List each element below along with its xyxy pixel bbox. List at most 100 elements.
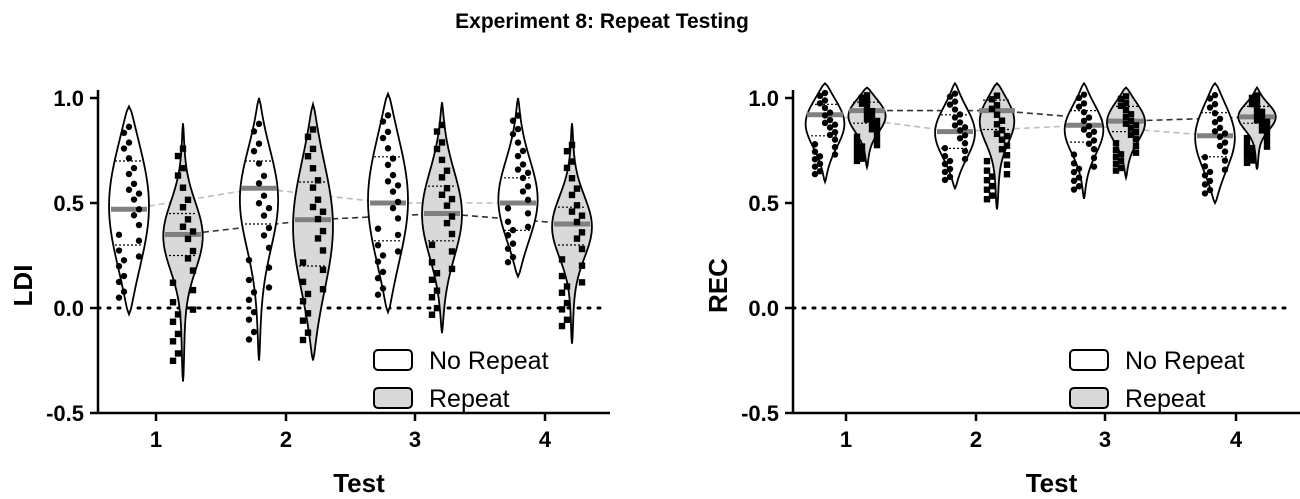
data-point [1003, 151, 1011, 159]
data-point [115, 294, 123, 301]
data-point [189, 306, 197, 313]
data-point [309, 126, 317, 133]
data-point [125, 155, 133, 162]
data-point [524, 210, 532, 217]
data-point [821, 89, 829, 97]
data-point [983, 186, 991, 193]
data-point [1206, 104, 1214, 111]
data-point [184, 235, 192, 243]
data-point [1080, 91, 1088, 98]
data-point [1243, 159, 1251, 167]
data-point [983, 176, 991, 184]
data-point [174, 330, 182, 338]
data-point [821, 104, 829, 112]
data-point [868, 126, 876, 133]
data-point [1085, 123, 1093, 130]
data-point [1127, 131, 1135, 138]
data-point [255, 180, 263, 187]
data-point [519, 147, 527, 155]
data-point [394, 231, 402, 239]
data-point [169, 279, 177, 286]
ldi-violin-plot: 1.0 0.5 0.0 -0.5 1 2 3 4 Test LDI No Repeat Repeat [8, 86, 610, 498]
data-point [1075, 165, 1083, 172]
data-point [1132, 122, 1140, 129]
data-point [169, 338, 177, 345]
data-point [255, 140, 263, 147]
data-point [428, 259, 436, 266]
data-point [988, 182, 996, 190]
data-point [394, 248, 402, 255]
data-point [314, 177, 322, 184]
data-point [184, 216, 192, 223]
data-point [988, 173, 996, 180]
data-point [448, 195, 456, 203]
data-point [853, 157, 861, 165]
data-point [169, 299, 177, 306]
data-point [245, 256, 253, 264]
data-point [1248, 144, 1256, 152]
data-point [174, 350, 182, 357]
data-point [509, 253, 517, 261]
data-point [428, 294, 436, 301]
data-point [519, 161, 527, 168]
data-point [1132, 149, 1140, 156]
data-point [558, 289, 566, 296]
data-point [304, 290, 312, 298]
figure-title: Experiment 8: Repeat Testing [455, 10, 749, 33]
data-point [179, 145, 187, 152]
data-point [983, 157, 991, 165]
data-point [941, 144, 949, 152]
data-point [853, 145, 861, 153]
x-tick-label: 4 [1230, 427, 1243, 452]
data-point [568, 208, 576, 215]
data-point [811, 170, 819, 178]
data-point [299, 278, 307, 286]
data-point [1070, 151, 1078, 158]
data-point [568, 141, 576, 149]
data-point [831, 121, 839, 128]
data-point [1075, 103, 1083, 110]
data-point [811, 163, 819, 170]
data-point [1127, 117, 1135, 125]
data-point [443, 219, 451, 227]
data-point [1122, 93, 1130, 100]
data-point [189, 286, 197, 294]
data-point [1132, 142, 1140, 150]
data-point [514, 166, 522, 173]
data-point [433, 145, 441, 153]
data-point [130, 212, 138, 219]
data-point [863, 92, 871, 99]
data-point [120, 288, 128, 295]
data-point [961, 140, 969, 147]
data-point [384, 145, 392, 152]
x-tick-label: 4 [539, 427, 552, 452]
data-point [946, 165, 954, 173]
data-point [831, 136, 839, 143]
y-tick-label: -0.5 [46, 401, 84, 426]
x-axis-title: Test [1026, 468, 1078, 498]
data-point [1258, 114, 1266, 122]
data-point [1211, 91, 1219, 99]
data-point [1112, 140, 1120, 147]
data-point [384, 112, 392, 119]
y-tick-label: 1.0 [748, 86, 779, 111]
data-point [374, 258, 382, 265]
data-point [1090, 163, 1098, 170]
data-point [831, 128, 839, 136]
data-point [179, 184, 187, 191]
data-point [811, 148, 819, 155]
data-point [563, 283, 571, 290]
data-point [563, 148, 571, 155]
data-point [1003, 171, 1011, 178]
data-point [956, 135, 964, 142]
data-point [1201, 163, 1209, 170]
data-point [314, 215, 322, 223]
data-point [1221, 139, 1229, 146]
data-point [265, 204, 273, 212]
data-point [304, 133, 312, 141]
data-point [260, 212, 268, 219]
data-point [946, 173, 954, 181]
data-point [946, 101, 954, 108]
no-repeat-violin-test-2 [934, 81, 976, 191]
data-point [1090, 137, 1098, 144]
